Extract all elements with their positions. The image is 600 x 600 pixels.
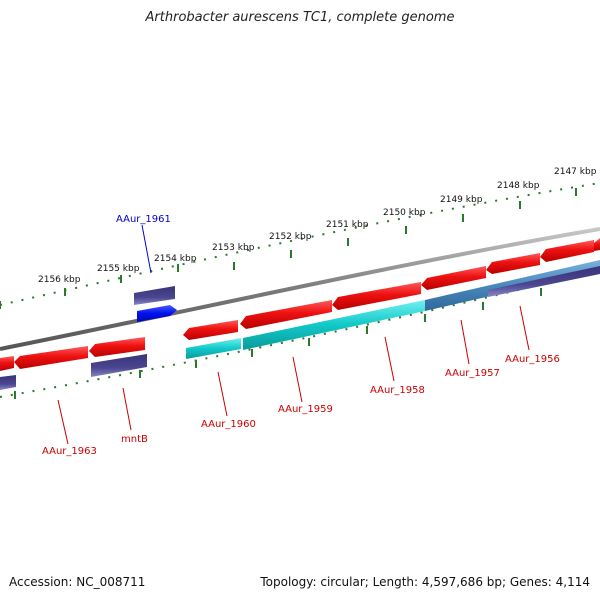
gene-label-aaur-1956[interactable]: AAur_1956	[505, 354, 560, 365]
ruler-label-2151: 2151 kbp	[326, 220, 369, 230]
feature-band	[0, 260, 600, 390]
ruler-label-2150: 2150 kbp	[383, 208, 426, 218]
cds-arrow-aaur-1960[interactable]	[183, 320, 238, 340]
cds-arrow-aaur-1959[interactable]	[240, 300, 332, 329]
navy-feature-mntb[interactable]	[91, 354, 147, 377]
ruler-label-2156: 2156 kbp	[38, 275, 81, 285]
cds-arrow-aaur-1958[interactable]	[332, 282, 421, 310]
accession-text: Accession: NC_008711	[9, 575, 146, 589]
ruler-label-2149: 2149 kbp	[440, 195, 483, 205]
gene-label-mntb[interactable]: mntB	[121, 434, 148, 445]
ruler-label-2155: 2155 kbp	[97, 264, 140, 274]
gene-label-aaur-1958[interactable]: AAur_1958	[370, 385, 425, 396]
gene-labels: AAur_1961 AAur_1963 mntB AAur_1960 AAur_…	[42, 214, 560, 457]
leader-lines	[57, 224, 530, 445]
gene-label-aaur-1957[interactable]: AAur_1957	[445, 368, 500, 379]
cds-arrow[interactable]	[0, 356, 14, 371]
cds-arrow-aaur-1963[interactable]	[14, 346, 88, 369]
gene-label-aaur-1961[interactable]: AAur_1961	[116, 214, 171, 225]
gene-label-aaur-1959[interactable]: AAur_1959	[278, 404, 333, 415]
ruler-label-2148: 2148 kbp	[497, 181, 540, 191]
blue-arrow-aaur-1961[interactable]	[137, 305, 177, 322]
map-title: Arthrobacter aurescens TC1, complete gen…	[145, 10, 455, 25]
navy-feature-left[interactable]	[0, 375, 16, 390]
genome-backbone	[0, 227, 600, 351]
cds-track	[0, 238, 600, 371]
cds-arrow-clipped[interactable]	[594, 238, 600, 251]
navy-feature-right[interactable]	[488, 266, 600, 297]
ruler-label-2147: 2147 kbp	[554, 167, 597, 177]
ruler-label-2154: 2154 kbp	[154, 254, 197, 264]
cds-arrow-aaur-1956[interactable]	[486, 253, 540, 274]
ruler-label-2153: 2153 kbp	[212, 243, 255, 253]
outer-major-ticks	[0, 188, 577, 309]
cds-arrow-aaur-1957[interactable]	[421, 266, 486, 290]
cyan-feature-1[interactable]	[186, 338, 241, 359]
ruler-label-2152: 2152 kbp	[269, 232, 312, 242]
ruler-labels: 2156 kbp 2155 kbp 2154 kbp 2153 kbp 2152…	[38, 167, 597, 285]
navy-feature-aaur-1961[interactable]	[134, 286, 175, 305]
cds-arrow-mntb[interactable]	[89, 337, 145, 357]
gene-label-aaur-1963[interactable]: AAur_1963	[42, 446, 97, 457]
cyan-feature-2[interactable]	[243, 300, 425, 350]
gene-label-aaur-1960[interactable]: AAur_1960	[201, 419, 256, 430]
topology-text: Topology: circular; Length: 4,597,686 bp…	[260, 575, 590, 589]
cds-arrow-right-edge[interactable]	[540, 240, 594, 262]
inner-major-ticks	[14, 288, 542, 399]
